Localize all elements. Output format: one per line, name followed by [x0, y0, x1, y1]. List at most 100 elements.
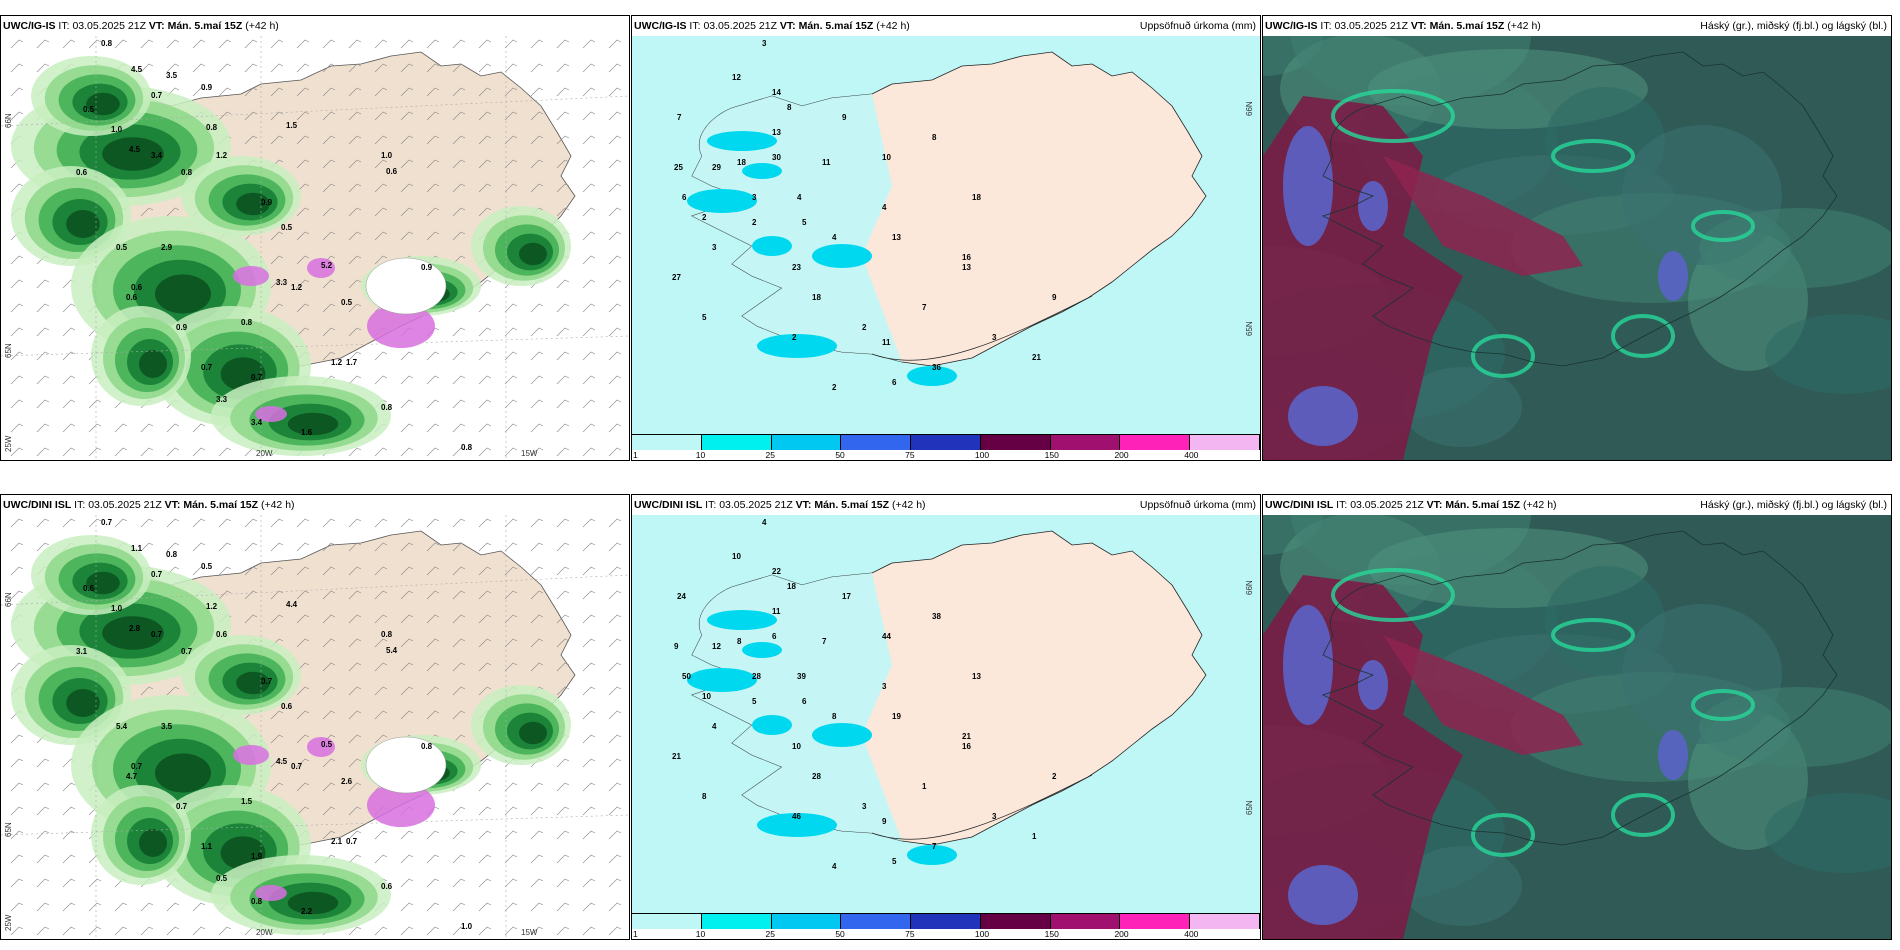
- wind-barb: [322, 518, 336, 528]
- wind-barb: [62, 782, 76, 792]
- it-label: IT:: [58, 20, 70, 32]
- wind-barb: [504, 423, 518, 433]
- wind-barb: [348, 303, 362, 313]
- wind-barb: [452, 63, 466, 73]
- wind-barb: [504, 542, 518, 552]
- wind-barb: [556, 159, 570, 169]
- precip-value-label: 0.7: [201, 363, 213, 372]
- map-area[interactable]: [1263, 515, 1891, 939]
- wind-barb: [62, 327, 76, 337]
- wind-barb: [556, 87, 570, 97]
- wind-barb: [218, 926, 232, 936]
- map-area[interactable]: 66N 65N 3 12 14 8 7 9 13 30 18 25 29 11 6 4 3 2 4 5 2 3 4 10 8 13…: [632, 36, 1260, 460]
- wind-barb: [608, 854, 622, 864]
- wind-barb: [88, 926, 102, 936]
- wind-barb: [374, 183, 388, 193]
- wind-barb: [166, 39, 180, 49]
- wind-barb: [400, 878, 414, 888]
- precip-value-label: 8: [702, 792, 707, 801]
- heavy-precip-blob: [367, 783, 435, 827]
- precip-value-label: 1.2: [331, 358, 343, 367]
- it-value: 03.05.2025 21Z: [88, 499, 162, 511]
- wind-barb: [582, 63, 596, 73]
- axis-label: 65N: [4, 822, 13, 837]
- map-area[interactable]: [1263, 36, 1891, 460]
- map-area[interactable]: 66N 65N 25W 20W 15W 0.7 1.1 0.8 0.5 0.7 0.6 1.2 1.0 2…: [1, 515, 629, 939]
- wind-barb: [478, 111, 492, 121]
- wind-barb: [452, 806, 466, 816]
- precip-value-label: 0.9: [176, 323, 188, 332]
- wind-barb: [218, 566, 232, 576]
- precip-value-label: 13: [772, 128, 781, 137]
- model-name: UWC/DINI ISL: [634, 499, 703, 511]
- wind-barb: [10, 255, 24, 265]
- lead-time: (+42 h): [260, 499, 295, 511]
- colorbar-segment: [632, 434, 702, 450]
- wind-barb: [478, 830, 492, 840]
- wind-barb: [608, 183, 622, 193]
- wind-barb: [504, 854, 518, 864]
- mid-cloud: [1765, 793, 1891, 873]
- wind-barb: [608, 63, 622, 73]
- colorbar-segment: [980, 434, 1051, 450]
- map-area[interactable]: 66N 65N 4 10 22 18 24 17 11 6 8 9 12 7 50 39 28 10 8 6 5 4 3 44…: [632, 515, 1260, 939]
- wind-barb: [270, 710, 284, 720]
- wind-barb: [244, 87, 258, 97]
- axis-label: 15W: [521, 449, 538, 458]
- wind-barb: [400, 542, 414, 552]
- colorbar-tick: 25: [765, 450, 776, 460]
- precip-value-label: 8: [932, 133, 937, 142]
- wind-barb: [556, 207, 570, 217]
- colorbar-tick: 75: [905, 450, 915, 460]
- precip-value-label: 0.7: [181, 647, 193, 656]
- wind-barb: [400, 231, 414, 241]
- precip-value-label: 44: [882, 632, 891, 641]
- wind-barb: [504, 159, 518, 169]
- model-name: UWC/IG-IS: [634, 20, 687, 32]
- map-area[interactable]: 66N 65N 25W 20W 15W 0.8 4.5 3.5 0.9 0.7 0.5 0.8 1.0 4…: [1, 36, 629, 460]
- wind-barb: [114, 39, 128, 49]
- wind-barb: [608, 542, 622, 552]
- wind-barb: [608, 926, 622, 936]
- wind-barb: [504, 327, 518, 337]
- wind-barb: [296, 39, 310, 49]
- precip-value-label: 12: [732, 73, 741, 82]
- precip-value-label: 0.5: [341, 298, 353, 307]
- wind-barb: [608, 662, 622, 672]
- precip-value-label: 4: [797, 193, 802, 202]
- precip-value-label: 2.1: [331, 837, 343, 846]
- wind-barb: [62, 399, 76, 409]
- colorbar-tick: 100: [974, 450, 990, 460]
- precip-value-label: 10: [732, 552, 741, 561]
- wind-barb: [62, 854, 76, 864]
- wind-barb: [88, 878, 102, 888]
- precip-value-label: 2: [862, 323, 867, 332]
- wind-barb: [244, 518, 258, 528]
- precip-value-label: 1.2: [216, 151, 228, 160]
- wind-barb: [556, 806, 570, 816]
- wind-barb: [192, 518, 206, 528]
- precip-blob: [139, 829, 167, 857]
- precip-value-label: 3.4: [251, 418, 263, 427]
- precip-value-label: 3.4: [151, 151, 163, 160]
- wind-barb: [452, 327, 466, 337]
- precip-value-label: 1: [922, 782, 927, 791]
- wind-barb: [10, 423, 24, 433]
- precip-value-label: 11: [772, 607, 781, 616]
- wind-barb: [530, 63, 544, 73]
- panel-igis-wind-precip: UWC/IG-IS IT: 03.05.2025 21Z VT: Mán. 5.…: [0, 15, 630, 461]
- wind-barb: [426, 39, 440, 49]
- vt-value: Mán. 5.maí 15Z: [167, 20, 243, 32]
- colorbar-segment: [841, 434, 912, 450]
- wind-barb: [218, 87, 232, 97]
- wind-barb: [582, 159, 596, 169]
- wind-barb: [36, 351, 50, 361]
- wind-barb: [322, 758, 336, 768]
- wind-barb: [452, 518, 466, 528]
- wind-barb: [322, 279, 336, 289]
- wind-barb: [374, 638, 388, 648]
- wind-barb: [452, 231, 466, 241]
- wind-barb: [582, 590, 596, 600]
- precip-value-label: 10: [882, 153, 891, 162]
